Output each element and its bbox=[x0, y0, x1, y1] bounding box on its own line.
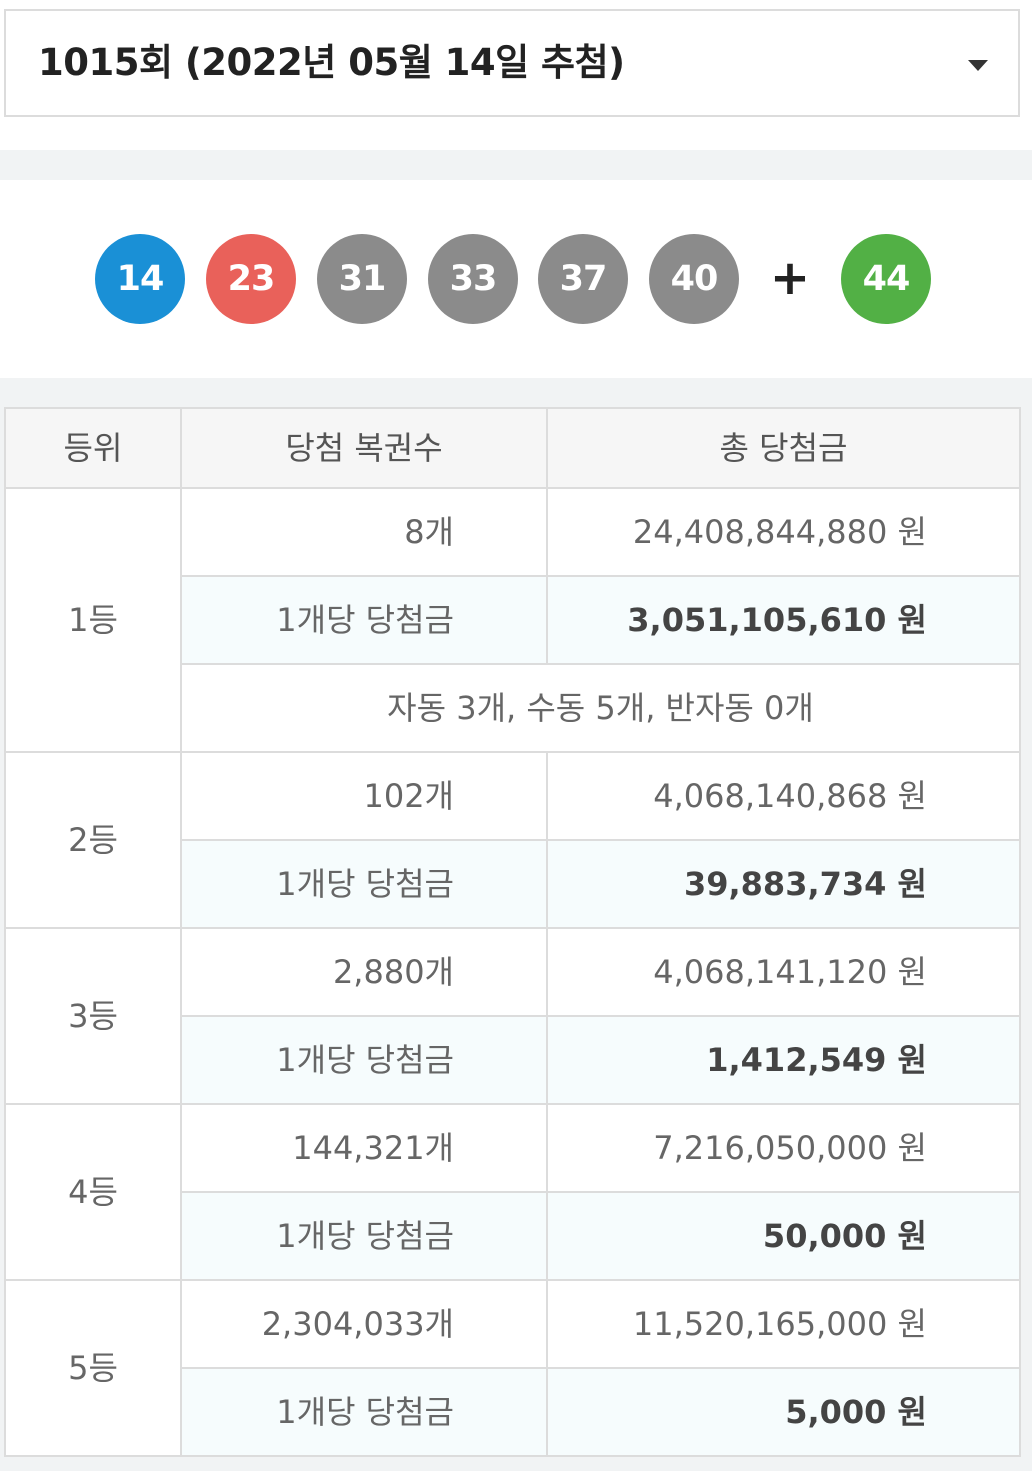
count-5: 2,304,033개 bbox=[261, 1305, 454, 1343]
rank-4: 4등 bbox=[6, 1105, 180, 1279]
total-3: 4,068,141,120 원 bbox=[653, 953, 927, 991]
grid-line bbox=[182, 575, 1019, 577]
grid-line bbox=[182, 663, 1019, 665]
count-1: 8개 bbox=[404, 513, 454, 551]
number-ball-1: 14 bbox=[95, 234, 185, 324]
total-5: 11,520,165,000 원 bbox=[632, 1305, 927, 1343]
per-ticket-4: 50,000 원 bbox=[548, 1193, 1019, 1279]
number-ball-3: 31 bbox=[317, 234, 407, 324]
grid-line bbox=[6, 487, 1019, 489]
number-ball-6: 40 bbox=[649, 234, 739, 324]
count-4: 144,321개 bbox=[292, 1129, 454, 1167]
total-4: 7,216,050,000 원 bbox=[653, 1129, 927, 1167]
grid-line bbox=[180, 409, 182, 1455]
total-2: 4,068,140,868 원 bbox=[653, 777, 927, 815]
draw-round-label: 1015회 (2022년 05월 14일 추첨) bbox=[38, 41, 625, 84]
per-ticket-5: 5,000 원 bbox=[548, 1369, 1019, 1455]
purchase-type-note: 자동 3개, 수동 5개, 반자동 0개 bbox=[387, 689, 814, 727]
total-1: 24,408,844,880 원 bbox=[632, 513, 927, 551]
grid-line bbox=[6, 1103, 1019, 1105]
plus-sign: + bbox=[769, 250, 811, 306]
header-count: 당첨 복권수 bbox=[182, 409, 546, 487]
per-ticket-1: 3,051,105,610 원 bbox=[548, 577, 1019, 663]
rank-1: 1등 bbox=[6, 489, 180, 751]
count-2: 102개 bbox=[363, 777, 454, 815]
grid-line bbox=[546, 409, 548, 665]
winning-numbers: 14 23 31 33 37 40 + 44 bbox=[0, 180, 1032, 378]
number-ball-5: 37 bbox=[538, 234, 628, 324]
caret-down-icon[interactable] bbox=[968, 60, 988, 71]
grid-line bbox=[182, 839, 1019, 841]
bonus-ball: 44 bbox=[841, 234, 931, 324]
draw-round-select[interactable]: 1015회 (2022년 05월 14일 추첨) bbox=[4, 9, 1020, 117]
header-rank: 등위 bbox=[6, 409, 180, 487]
prize-table: 등위 당첨 복권수 총 당첨금 1등 8개 24,408,844,880 원 1… bbox=[4, 407, 1021, 1457]
rank-2: 2등 bbox=[6, 753, 180, 927]
header-total: 총 당첨금 bbox=[548, 409, 1019, 487]
grid-line bbox=[182, 1367, 1019, 1369]
per-ticket-label-4: 1개당 당첨금 bbox=[182, 1193, 546, 1279]
number-ball-2: 23 bbox=[206, 234, 296, 324]
rank-3: 3등 bbox=[6, 929, 180, 1103]
per-ticket-3: 1,412,549 원 bbox=[548, 1017, 1019, 1103]
header-area: 1015회 (2022년 05월 14일 추첨) bbox=[0, 0, 1032, 150]
grid-line bbox=[182, 1015, 1019, 1017]
per-ticket-label-2: 1개당 당첨금 bbox=[182, 841, 546, 927]
rank-5: 5등 bbox=[6, 1281, 180, 1455]
grid-line bbox=[182, 1191, 1019, 1193]
per-ticket-label-1: 1개당 당첨금 bbox=[182, 577, 546, 663]
grid-line bbox=[6, 1279, 1019, 1281]
grid-line bbox=[6, 927, 1019, 929]
grid-line bbox=[6, 751, 1019, 753]
per-ticket-2: 39,883,734 원 bbox=[548, 841, 1019, 927]
per-ticket-label-3: 1개당 당첨금 bbox=[182, 1017, 546, 1103]
count-3: 2,880개 bbox=[332, 953, 454, 991]
number-ball-4: 33 bbox=[428, 234, 518, 324]
per-ticket-label-5: 1개당 당첨금 bbox=[182, 1369, 546, 1455]
